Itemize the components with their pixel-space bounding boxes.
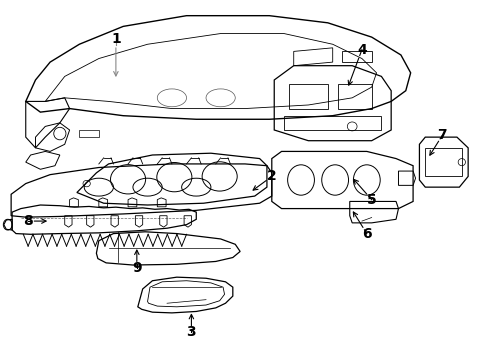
Text: 6: 6: [362, 226, 371, 240]
Text: 2: 2: [267, 170, 277, 184]
Text: 4: 4: [357, 42, 367, 57]
Text: 5: 5: [367, 193, 376, 207]
Text: 7: 7: [438, 129, 447, 142]
Text: 8: 8: [24, 214, 33, 228]
Text: 9: 9: [132, 261, 142, 275]
Text: 3: 3: [187, 325, 196, 339]
Text: 1: 1: [111, 32, 121, 46]
